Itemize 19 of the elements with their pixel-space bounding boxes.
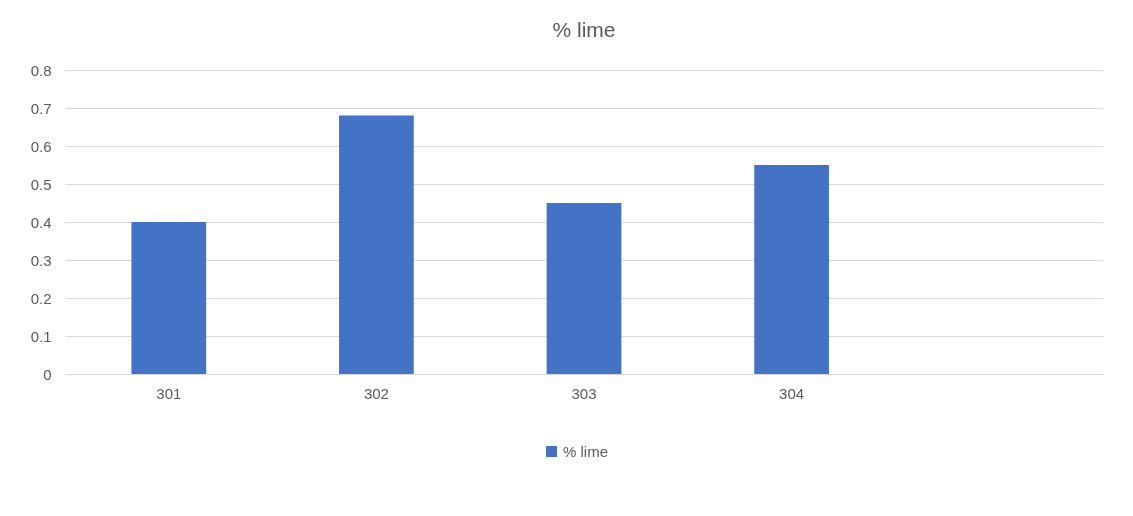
legend-label: % lime <box>563 442 609 460</box>
bar <box>339 115 414 374</box>
y-tick-label: 0.4 <box>30 213 52 231</box>
x-tick-label: 301 <box>156 384 182 402</box>
y-tick-label: 0.6 <box>30 137 52 155</box>
y-tick-label: 0 <box>43 365 52 383</box>
bar <box>754 165 829 374</box>
bar <box>131 222 207 374</box>
y-tick-label: 0.1 <box>30 327 52 345</box>
y-tick-label: 0.7 <box>30 99 52 117</box>
y-tick-label: 0.2 <box>30 289 52 307</box>
bar <box>546 203 622 374</box>
x-tick-label: 302 <box>363 384 389 402</box>
y-tick-label: 0.8 <box>30 61 52 79</box>
y-tick-label: 0.5 <box>30 175 52 193</box>
x-tick-label: 303 <box>571 384 597 402</box>
chart-title: % lime <box>552 18 616 41</box>
y-tick-label: 0.3 <box>30 251 52 269</box>
x-tick-label: 304 <box>779 384 805 402</box>
